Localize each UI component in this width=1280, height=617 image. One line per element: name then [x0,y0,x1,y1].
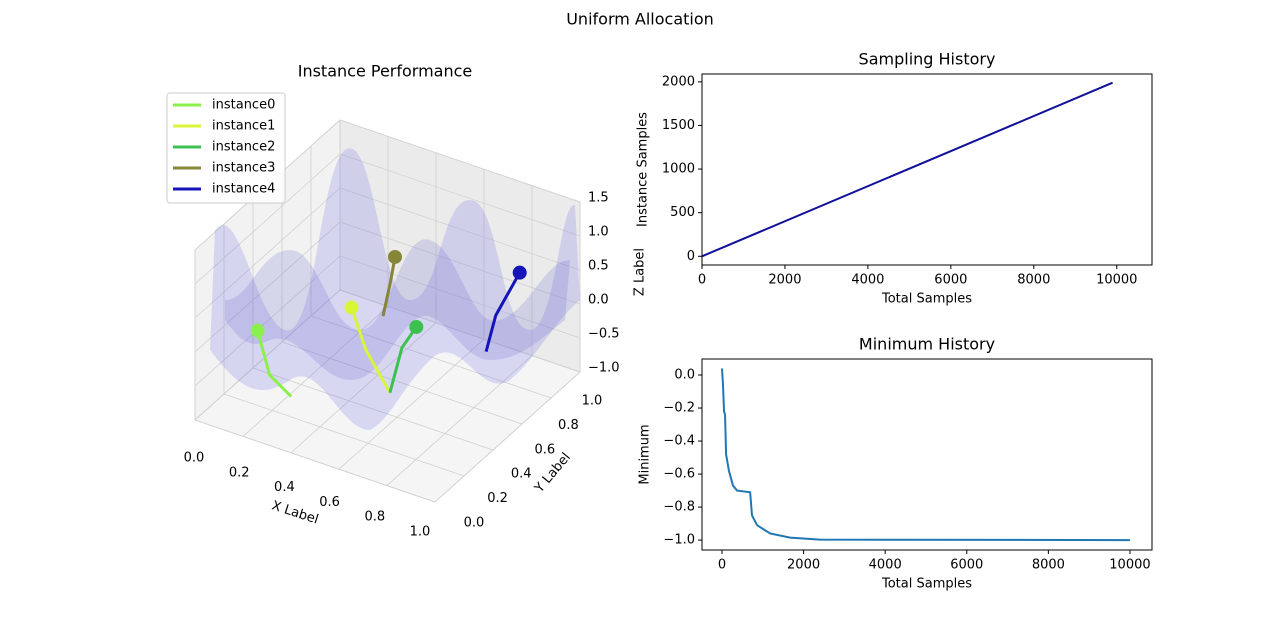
x-tick-label: 0 [718,558,726,573]
surface-patch [225,239,570,380]
trajectory [484,271,522,353]
grid-line [339,187,581,271]
z-axis-label: Z Label [633,248,648,296]
surface-patch [210,148,580,430]
x-axis-label: Total Samples [881,577,972,592]
y-tick-label: 0 [687,249,695,264]
z-tick-label: 1.0 [588,225,609,240]
y-axis-label: Instance Samples [636,112,651,227]
legend-label: instance1 [212,119,275,134]
y-tick-label: 0.8 [558,418,579,433]
y-tick-label: −1.0 [663,533,695,548]
z-tick-label: 0.0 [588,293,609,308]
grid-line [339,289,581,373]
y-tick-label: 1500 [662,118,695,133]
y-tick-label: 0.6 [534,442,555,457]
grid-line [339,119,581,203]
z-tick-label: −1.0 [588,361,620,376]
surface [210,148,580,430]
endpoint [409,319,424,334]
endpoint [512,265,527,280]
x-tick-label: 0.8 [364,510,385,525]
grid-line [194,153,341,285]
x-tick-label: 0.4 [274,480,295,495]
x-tick-label: 8000 [1032,558,1065,573]
x-tick-label: 0 [698,273,706,288]
grid-line [242,306,389,437]
y-axis-label: Minimum [638,424,653,484]
grid-line [338,338,485,470]
y-tick-label: −0.6 [663,467,695,482]
chart-title: Minimum History [859,335,995,354]
line [720,368,1130,542]
x-tick-label: 1.0 [410,525,431,540]
z-tick-label: 1.5 [588,191,609,206]
y-tick-label: −0.4 [663,434,695,449]
grid-line [194,419,436,503]
y-tick-label: −0.8 [663,500,695,515]
x-tick-label: 0.0 [184,451,205,466]
y-tick-label: 0.0 [674,368,695,383]
grid-line [339,255,581,339]
panes [194,118,581,503]
y-tick-label: 0.0 [464,516,485,531]
x-tick-label: 6000 [934,273,967,288]
grid-line [339,153,581,237]
grid-line [434,371,581,503]
axes-frame [701,73,1153,266]
endpoint [250,323,265,338]
y-tick-label: 2000 [662,74,695,89]
legend-label: instance4 [212,182,275,197]
legend-label: instance0 [212,98,275,113]
x-tick-label: 2000 [768,273,801,288]
y-tick-label: 0.4 [511,467,532,482]
y-tick-label: −0.2 [663,401,695,416]
chart-title: Sampling History [859,50,996,69]
legend-label: instance2 [212,140,275,155]
chart-title: Instance Performance [298,62,473,81]
legend-box [166,92,286,204]
grid-line [194,221,341,353]
x-tick-label: 0.2 [229,465,250,480]
grid-line [194,289,341,421]
grid-line [223,393,465,477]
y-tick-label: 1000 [662,162,695,177]
grid-line [290,322,437,454]
x-tick-label: 4000 [851,273,884,288]
x-tick-label: 8000 [1017,273,1050,288]
trajectory [388,326,418,394]
grid-line [310,315,552,399]
x-axis-label: Total Samples [881,292,972,307]
x-tick-label: 0.6 [319,495,340,510]
x-tick-label: 10000 [1109,558,1150,573]
x-tick-label: 4000 [869,558,902,573]
trajectory [350,307,392,394]
grid-line [281,341,523,425]
axes-frame [701,358,1153,551]
y-tick-label: 0.2 [487,491,508,506]
y-tick-label: 1.0 [582,394,603,409]
trajectory [256,330,293,398]
grid-line [386,355,533,486]
line [701,81,1113,258]
trajectory [381,256,397,317]
z-tick-label: 0.5 [588,259,609,274]
grid-line [339,221,581,305]
x-tick-label: 2000 [787,558,820,573]
x-tick-label: 10000 [1096,273,1137,288]
endpoint [344,300,359,315]
grid-line [252,367,494,451]
figure-title: Uniform Allocation [566,10,714,29]
x-tick-label: 6000 [950,558,983,573]
grid-line [194,187,341,319]
grid-line [194,255,341,387]
legend-label: instance3 [212,161,275,176]
z-tick-label: −0.5 [588,327,620,342]
endpoint [388,249,402,264]
y-tick-label: 500 [670,205,695,220]
